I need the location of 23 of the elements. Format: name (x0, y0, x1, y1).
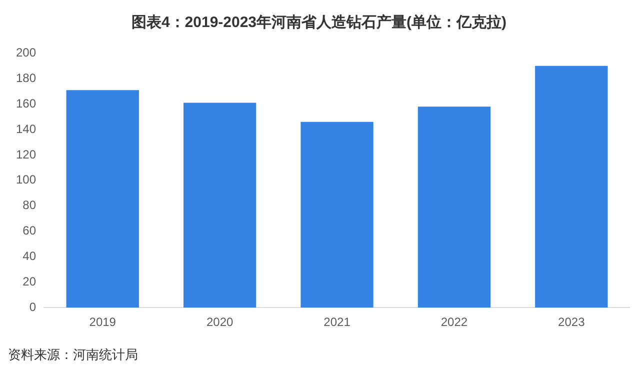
x-tick-label: 2020 (206, 315, 234, 330)
x-tick-label: 2023 (558, 315, 586, 330)
y-tick-label: 160 (16, 96, 36, 110)
x-tick-label: 2019 (89, 315, 116, 330)
text: 资料来源：河南统计局 (8, 346, 139, 364)
bar (183, 102, 256, 308)
bar (66, 90, 139, 308)
y-tick-label: 100 (16, 172, 36, 187)
y-tick-label: 20 (22, 274, 36, 288)
y-tick-label: 0 (29, 300, 36, 314)
bar (535, 66, 608, 308)
bar (418, 106, 491, 308)
x-tick-label: 2022 (440, 315, 468, 330)
y-tick-label: 60 (22, 224, 36, 238)
y-tick-label: 120 (16, 147, 36, 162)
bar (300, 122, 374, 308)
y-tick-label: 180 (16, 70, 36, 85)
y-tick-label: 80 (22, 198, 36, 212)
x-tick-label: 2021 (324, 315, 351, 330)
y-tick-label: 200 (16, 46, 36, 60)
y-tick-label: 40 (22, 249, 36, 264)
chart-title: 图表4：2019-2023年河南省人造钻石产量(单位：亿克拉) (130, 13, 508, 33)
y-tick-label: 140 (16, 122, 36, 136)
